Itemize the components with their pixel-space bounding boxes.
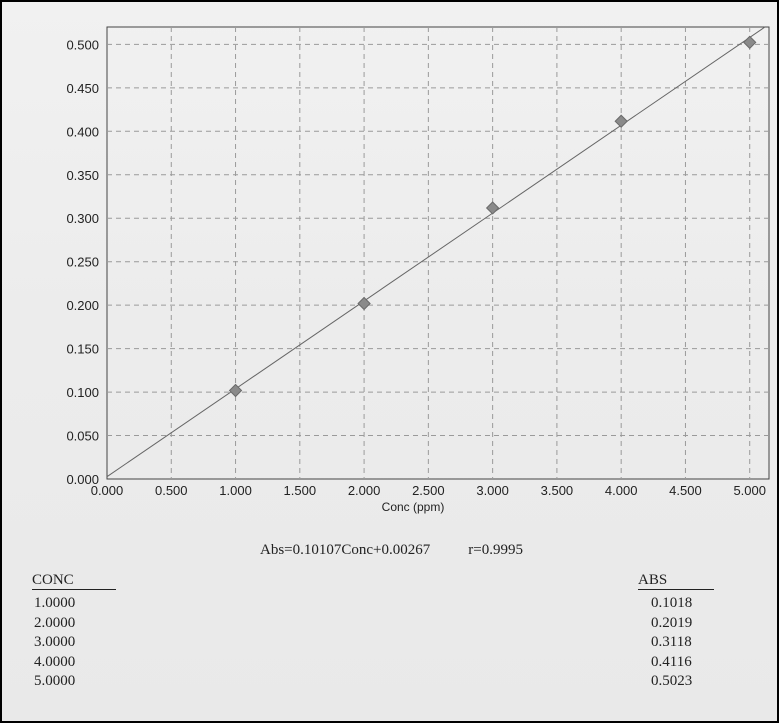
abs-value: 0.1018 [651, 595, 693, 611]
conc-value: 3.0000 [34, 634, 76, 650]
calibration-chart: 0.000 0.500 1.000 1.500 2.000 2.500 3.000 3.500… [66, 26, 770, 514]
conc-column-header: CONC [32, 572, 116, 590]
x-tick-label: 3.000 [476, 483, 509, 498]
y-tick-label: 0.500 [66, 37, 99, 52]
abs-column: 0.1018 0.2019 0.3118 0.4116 0.5023 [651, 594, 692, 692]
y-tick-label: 0.300 [66, 211, 99, 226]
data-points [228, 35, 757, 398]
data-point [357, 296, 371, 311]
x-axis-label: Conc (ppm) [382, 500, 445, 514]
plot-area-border [106, 26, 770, 480]
abs-value: 0.3118 [651, 634, 692, 650]
conc-value: 2.0000 [34, 614, 76, 631]
data-point [743, 35, 757, 50]
y-tick-label: 0.350 [66, 168, 99, 183]
conc-column: 1.0000 2.0000 3.0000 4.0000 5.0000 [34, 594, 75, 692]
data-point [228, 383, 243, 398]
x-tick-label: 1.000 [219, 483, 252, 498]
y-tick-label: 0.050 [66, 429, 99, 444]
x-tick-label: 3.500 [541, 483, 574, 498]
y-tick-label: 0.100 [66, 385, 99, 400]
regression-equation: Abs=0.10107Conc+0.00267 r=0.9995 [260, 542, 523, 559]
x-tick-label: 2.500 [412, 483, 445, 498]
y-tick-label: 0.250 [66, 255, 99, 270]
abs-column-header: ABS [638, 572, 714, 590]
x-tick-label: 4.500 [669, 483, 702, 498]
x-tick-label: 2.000 [348, 483, 381, 498]
data-point [485, 201, 500, 215]
x-tick-label: 1.500 [284, 483, 317, 498]
regression-line [106, 26, 766, 478]
x-tick-labels: 0.000 0.500 1.000 1.500 2.000 2.500 3.000 3.500… [91, 483, 766, 498]
y-tick-labels: 0.000 0.050 0.100 0.150 0.200 0.250 0.300 0.350… [66, 37, 99, 487]
equation-text: Abs=0.10107Conc+0.00267 [260, 542, 431, 558]
y-tick-label: 0.200 [66, 298, 99, 313]
x-tick-label: 0.500 [155, 483, 188, 498]
y-tick-label: 0.000 [66, 472, 99, 487]
y-tick-label: 0.150 [66, 342, 99, 357]
x-tick-label: 5.000 [733, 483, 766, 498]
fit-line-group [106, 26, 766, 478]
x-tick-label: 4.000 [605, 483, 638, 498]
y-tick-label: 0.450 [66, 81, 99, 96]
conc-value: 5.0000 [34, 673, 76, 689]
abs-value: 0.5023 [651, 673, 693, 689]
abs-value: 0.2019 [651, 614, 693, 631]
y-tick-label: 0.400 [66, 124, 99, 139]
x-tick-label: 0.000 [91, 483, 124, 498]
abs-value: 0.4116 [651, 653, 692, 670]
data-point [614, 114, 628, 128]
conc-value: 1.0000 [34, 595, 76, 611]
conc-value: 4.0000 [34, 653, 76, 670]
correlation-coefficient: r=0.9995 [468, 542, 523, 558]
grid-lines [106, 26, 770, 480]
